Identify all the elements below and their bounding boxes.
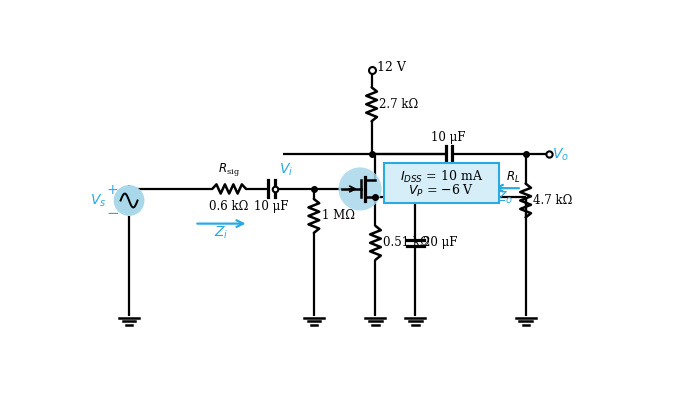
Text: 0.51 kΩ: 0.51 kΩ (383, 236, 430, 249)
Text: $Z_o$: $Z_o$ (496, 189, 513, 206)
Text: $Z_i$: $Z_i$ (214, 225, 228, 241)
Text: 12 V: 12 V (377, 61, 406, 74)
Text: 10 μF: 10 μF (254, 200, 289, 213)
Text: $-$: $-$ (105, 204, 119, 219)
Text: 0.6 kΩ: 0.6 kΩ (209, 200, 249, 213)
Text: 10 μF: 10 μF (431, 130, 466, 143)
Text: $I_{DSS}$ = 10 mA: $I_{DSS}$ = 10 mA (400, 169, 483, 185)
Text: $R_L$: $R_L$ (506, 170, 520, 185)
Text: 2.7 kΩ: 2.7 kΩ (379, 98, 419, 111)
Text: $V_P$ = $-$6 V: $V_P$ = $-$6 V (408, 182, 475, 199)
Circle shape (114, 185, 144, 216)
Text: $R_\mathregular{sig}$: $R_\mathregular{sig}$ (218, 161, 240, 178)
Text: $V_o$: $V_o$ (551, 146, 568, 162)
Circle shape (339, 167, 381, 210)
Text: $V_i$: $V_i$ (279, 162, 293, 178)
Text: 20 μF: 20 μF (423, 236, 458, 249)
Text: +: + (106, 183, 118, 197)
Text: 1 MΩ: 1 MΩ (322, 209, 354, 222)
Text: $V_s$: $V_s$ (90, 192, 106, 209)
Text: 4.7 kΩ: 4.7 kΩ (533, 194, 573, 207)
FancyBboxPatch shape (384, 163, 498, 203)
